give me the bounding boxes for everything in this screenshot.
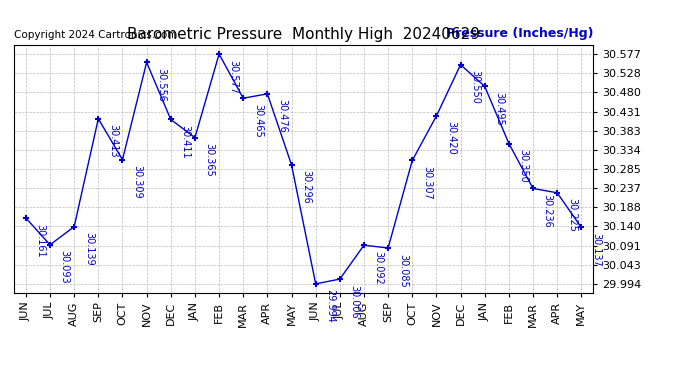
Text: 30.161: 30.161 (36, 224, 46, 257)
Text: 30.296: 30.296 (302, 170, 311, 204)
Text: 30.093: 30.093 (60, 251, 70, 284)
Text: 30.006: 30.006 (350, 285, 359, 318)
Text: 30.420: 30.420 (446, 122, 456, 155)
Text: 30.411: 30.411 (181, 125, 190, 159)
Text: 30.556: 30.556 (157, 68, 166, 102)
Text: 30.476: 30.476 (277, 99, 287, 133)
Text: 30.495: 30.495 (495, 92, 504, 126)
Text: 30.137: 30.137 (591, 233, 601, 267)
Text: 30.465: 30.465 (253, 104, 263, 138)
Text: 30.236: 30.236 (543, 194, 553, 228)
Text: 30.365: 30.365 (205, 143, 215, 177)
Text: 30.577: 30.577 (229, 60, 239, 94)
Text: 30.307: 30.307 (422, 166, 432, 200)
Text: 30.092: 30.092 (374, 251, 384, 285)
Text: 30.085: 30.085 (398, 254, 408, 287)
Text: Copyright 2024 Cartronics.com: Copyright 2024 Cartronics.com (14, 30, 177, 40)
Text: 30.350: 30.350 (519, 149, 529, 183)
Text: 30.139: 30.139 (84, 232, 94, 266)
Text: 30.309: 30.309 (132, 165, 142, 199)
Text: 30.550: 30.550 (471, 70, 480, 104)
Text: Pressure (Inches/Hg): Pressure (Inches/Hg) (446, 27, 593, 40)
Text: 29.994: 29.994 (326, 290, 335, 323)
Title: Barometric Pressure  Monthly High  20240629: Barometric Pressure Monthly High 2024062… (127, 27, 480, 42)
Text: 30.225: 30.225 (567, 198, 577, 232)
Text: 30.413: 30.413 (108, 124, 118, 158)
